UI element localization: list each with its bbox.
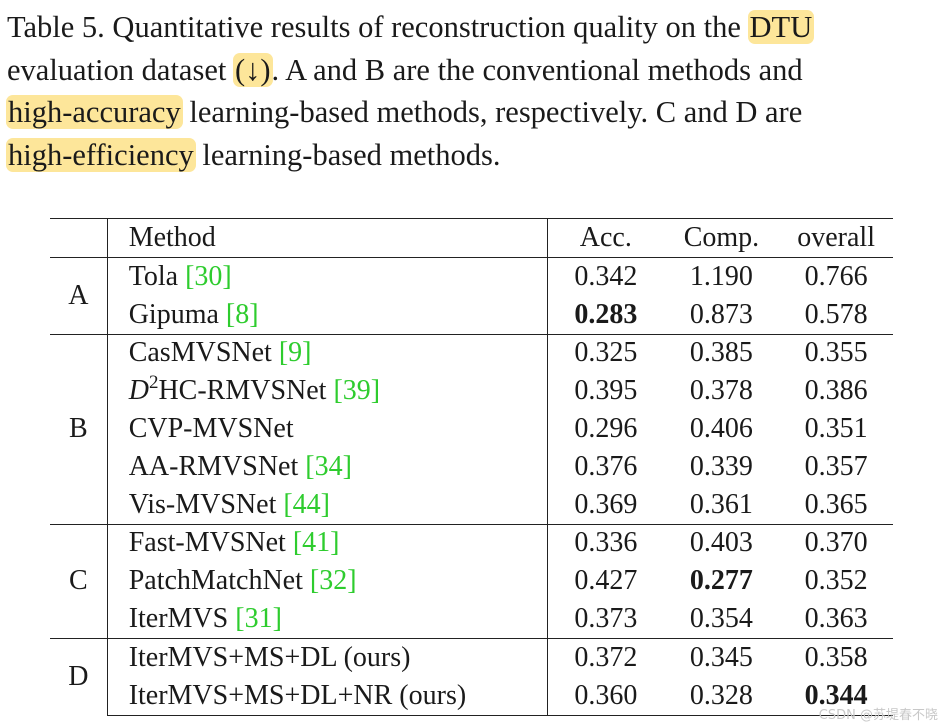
acc-cell: 0.325 — [547, 333, 664, 373]
comp-cell: 0.378 — [689, 375, 753, 407]
acc-cell: 0.360 — [547, 676, 664, 716]
results-table: Method Acc. Comp. overall A Tola [30] 0.… — [50, 218, 893, 716]
table-row: D IterMVS+MS+DL (ours) 0.372 0.345 0.358 — [50, 637, 893, 716]
overall-cell-best: 0.344 — [779, 676, 893, 716]
table-row: C Fast-MVSNet [41] 0.336 0.403 0.370 — [50, 523, 893, 639]
method-cell: Gipuma [8] — [107, 295, 549, 335]
comp-cell: 0.345 — [663, 637, 780, 677]
method-cell: IterMVS+MS+DL+NR (ours) — [107, 676, 549, 716]
comp-cell: 0.385 — [663, 333, 780, 373]
table-row: PatchMatchNet [32] 0.427 0.277 0.352 — [50, 562, 893, 601]
acc-header: Acc. — [547, 218, 664, 258]
group-header-cell — [50, 218, 108, 258]
highlight-arrow: (↓) — [232, 52, 273, 87]
overall-cell: 0.766 — [779, 256, 893, 296]
comp-cell: 0.361 — [689, 488, 753, 520]
table-row: Gipuma [8] 0.283 0.873 0.578 — [50, 295, 893, 335]
citation-link[interactable]: [32] — [309, 565, 357, 597]
method-cell: CVP-MVSNet — [107, 410, 549, 448]
acc-cell: 0.427 — [574, 565, 638, 597]
method-header: Method — [107, 218, 549, 258]
overall-cell: 0.386 — [804, 375, 868, 407]
caption-text: learning-based methods, respectively. C … — [181, 95, 803, 129]
table-row: B CasMVSNet [9] 0.325 0.385 0.355 — [50, 333, 893, 525]
overall-cell: 0.578 — [804, 298, 868, 330]
citation-link[interactable]: [34] — [305, 450, 352, 482]
method-cell: CasMVSNet [9] — [107, 333, 549, 373]
citation-link[interactable]: [30] — [185, 260, 232, 292]
table-row: CVP-MVSNet 0.296 0.406 0.351 — [50, 410, 893, 448]
caption-line-3: high-accuracy learning-based methods, re… — [6, 91, 943, 134]
citation-link[interactable]: [44] — [283, 488, 331, 520]
comp-cell: 0.873 — [689, 298, 753, 330]
comp-header: Comp. — [663, 218, 780, 258]
caption-line-2: evaluation dataset (↓). A and B are the … — [7, 49, 943, 92]
method-cell: AA-RMVSNet [34] — [107, 447, 549, 486]
comp-cell-best: 0.277 — [689, 565, 753, 597]
acc-cell: 0.376 — [574, 450, 638, 482]
method-cell: Tola [30] — [107, 256, 549, 296]
highlight-high-efficiency: high-efficiency — [6, 137, 196, 172]
overall-cell: 0.363 — [804, 603, 868, 635]
acc-cell: 0.336 — [547, 523, 664, 563]
method-cell: Fast-MVSNet [41] — [107, 523, 549, 563]
table-row: AA-RMVSNet [34] 0.376 0.339 0.357 — [50, 447, 893, 486]
comp-cell: 1.190 — [663, 256, 780, 296]
overall-header: overall — [779, 218, 893, 258]
caption-text: Table 5. Quantitative results of reconst… — [7, 10, 749, 44]
overall-cell: 0.351 — [804, 413, 868, 445]
table-row: Vis-MVSNet [44] 0.369 0.361 0.365 — [50, 485, 893, 525]
table-caption: Table 5. Quantitative results of reconst… — [6, 6, 943, 177]
caption-text: . A and B are the conventional methods a… — [271, 52, 803, 87]
caption-text: learning-based methods. — [194, 137, 501, 172]
caption-text: evaluation dataset — [7, 52, 234, 87]
overall-cell: 0.358 — [779, 637, 893, 677]
method-cell: D2HC-RMVSNet [39] — [107, 372, 549, 411]
table-row: IterMVS [31] 0.373 0.354 0.363 — [50, 600, 893, 639]
group-label: D — [50, 637, 108, 716]
citation-link[interactable]: [39] — [333, 375, 381, 407]
method-cell: PatchMatchNet [32] — [107, 562, 549, 601]
table-row: A Tola [30] 0.342 1.190 0.766 — [50, 256, 893, 335]
caption-line-4: high-efficiency learning-based methods. — [6, 134, 943, 177]
acc-cell: 0.395 — [574, 375, 638, 407]
table-row: IterMVS+MS+DL+NR (ours) 0.360 0.328 0.34… — [50, 676, 893, 716]
citation-link[interactable]: [9] — [278, 337, 312, 369]
comp-cell: 0.354 — [689, 603, 753, 635]
highlight-dtu: DTU — [747, 10, 815, 44]
group-label: A — [50, 257, 108, 335]
acc-cell: 0.369 — [574, 488, 638, 520]
highlight-high-accuracy: high-accuracy — [6, 95, 183, 129]
header-row: Method Acc. Comp. overall — [50, 218, 893, 258]
comp-cell: 0.328 — [663, 676, 780, 716]
overall-cell: 0.352 — [804, 565, 868, 597]
comp-cell: 0.403 — [663, 523, 780, 563]
method-cell: Vis-MVSNet [44] — [107, 485, 549, 525]
acc-cell: 0.372 — [547, 637, 664, 677]
overall-cell: 0.355 — [779, 333, 893, 373]
overall-cell: 0.357 — [804, 450, 868, 482]
acc-cell: 0.373 — [574, 603, 638, 635]
citation-link[interactable]: [41] — [292, 527, 340, 559]
comp-cell: 0.339 — [689, 450, 753, 482]
group-label: C — [50, 523, 108, 639]
acc-cell: 0.296 — [574, 413, 638, 445]
citation-link[interactable]: [31] — [235, 603, 282, 635]
acc-cell: 0.342 — [547, 256, 664, 296]
citation-link[interactable]: [8] — [225, 298, 259, 330]
watermark: CSDN @苏堤春不晓 — [818, 708, 938, 723]
comp-cell: 0.406 — [689, 413, 753, 445]
table-row: D2HC-RMVSNet [39] 0.395 0.378 0.386 — [50, 372, 893, 411]
method-cell: IterMVS+MS+DL (ours) — [107, 637, 549, 677]
acc-cell-best: 0.283 — [574, 298, 638, 330]
overall-cell: 0.365 — [804, 488, 868, 520]
method-cell: IterMVS [31] — [107, 600, 549, 639]
group-label: B — [50, 333, 108, 525]
overall-cell: 0.370 — [779, 523, 893, 563]
caption-line-1: Table 5. Quantitative results of reconst… — [7, 6, 943, 49]
